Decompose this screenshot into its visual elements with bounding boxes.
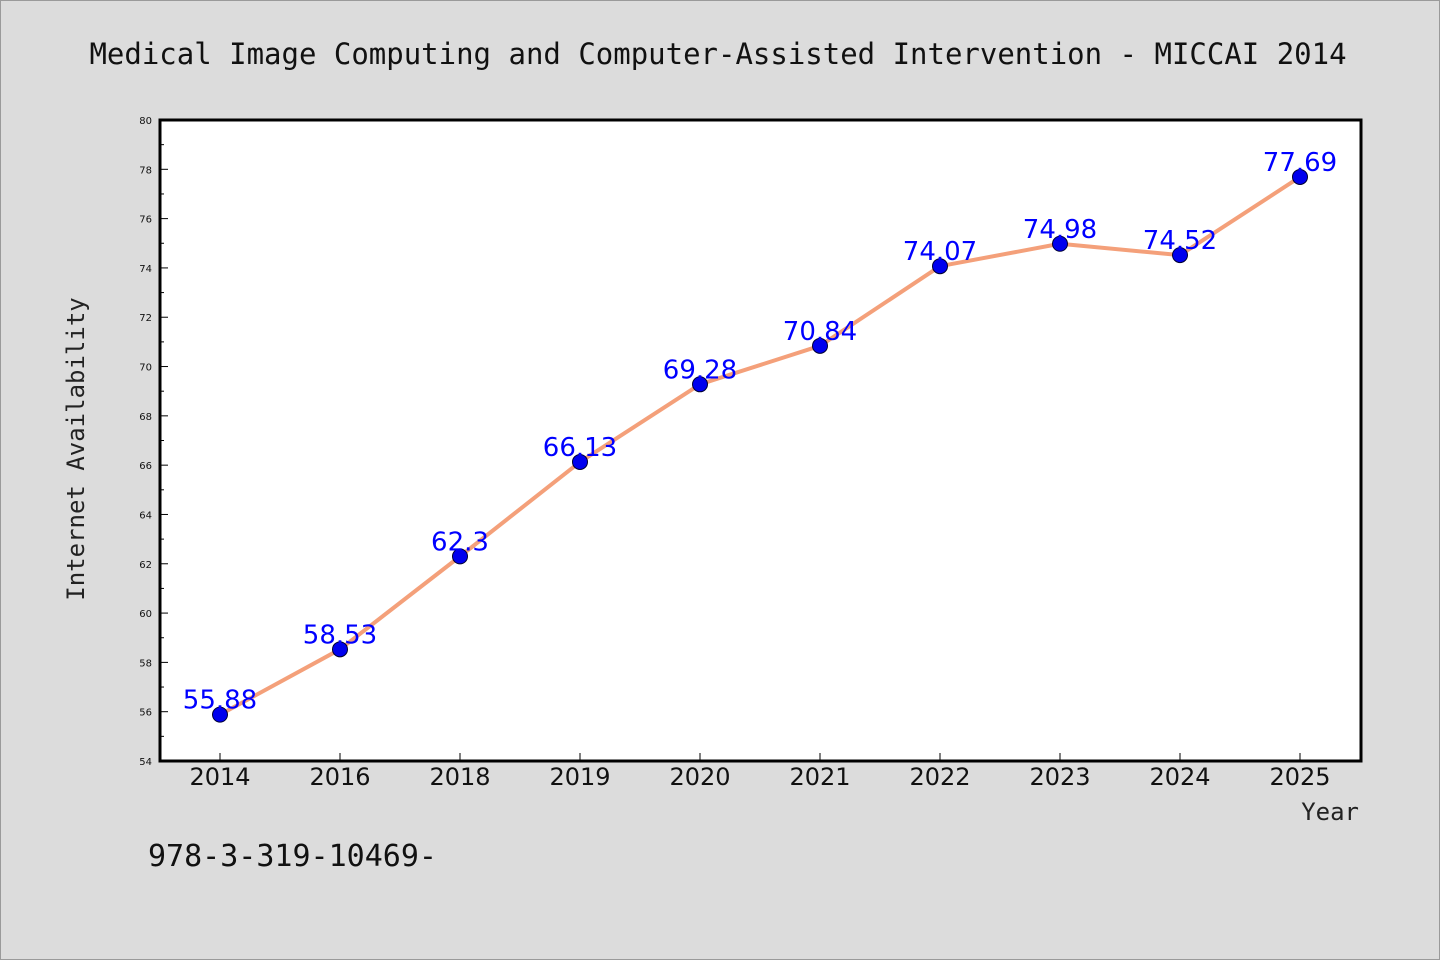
y-tick-label: 58: [139, 658, 152, 669]
data-label: 77.69: [1263, 148, 1337, 178]
data-point: [1292, 168, 1308, 185]
y-tick-label: 78: [139, 165, 152, 176]
data-label: 70.84: [783, 317, 857, 347]
x-tick-label: 2024: [1149, 763, 1210, 791]
x-tick-label: 2021: [789, 763, 850, 791]
y-tick-label: 70: [139, 363, 152, 374]
y-tick-label: 74: [139, 264, 152, 275]
y-axis-title: Internet Availability: [62, 297, 90, 600]
footer-isbn: 978-3-319-10469-: [148, 839, 437, 874]
x-axis: 2014 2016 2018 2019 2020 2021 2022 2023 2024 2025: [189, 753, 1331, 791]
data-point: [812, 337, 828, 354]
data-point: [572, 453, 588, 470]
data-point: [1172, 247, 1188, 264]
data-label: 69.28: [663, 355, 737, 385]
data-label: 62.3: [431, 527, 489, 557]
data-label: 58.53: [303, 620, 377, 650]
plot-area: [158, 118, 1363, 763]
x-tick-label: 2020: [669, 763, 730, 791]
data-point: [932, 258, 948, 275]
x-tick-label: 2016: [309, 763, 370, 791]
data-point: [1052, 235, 1068, 252]
x-tick-label: 2018: [429, 763, 490, 791]
data-point: [692, 376, 708, 393]
data-point: [452, 548, 468, 565]
y-tick-label: 68: [139, 412, 152, 423]
data-series: 55.88 58.53 62.3 66.13 69.28 70.84 74.07 74.98 7…: [183, 148, 1337, 723]
data-label: 55.88: [183, 686, 257, 716]
x-tick-label: 2014: [189, 763, 250, 791]
series-line: [219, 175, 1302, 717]
y-tick-label: 66: [139, 461, 152, 472]
y-tick-label: 56: [139, 708, 152, 719]
x-tick-label: 2023: [1029, 763, 1090, 791]
y-tick-label: 72: [139, 313, 152, 324]
y-axis: 54 56 58 60 62 64 66 68 70 72 74 76 78 80: [139, 116, 168, 768]
x-axis-title: Year: [1301, 798, 1359, 826]
y-tick-label: 80: [139, 116, 152, 127]
data-label: 74.07: [903, 237, 977, 267]
y-tick-label: 64: [139, 510, 152, 521]
y-tick-label: 76: [139, 215, 152, 226]
data-label: 74.98: [1023, 215, 1097, 245]
x-tick-label: 2022: [909, 763, 970, 791]
y-tick-label: 60: [139, 609, 152, 620]
data-point: [332, 641, 348, 658]
x-tick-label: 2019: [549, 763, 610, 791]
y-tick-label: 62: [139, 560, 152, 571]
x-tick-label: 2025: [1269, 763, 1330, 791]
data-point: [212, 706, 228, 723]
y-tick-label: 54: [139, 757, 152, 768]
data-label: 74.52: [1143, 226, 1217, 256]
chart-title: Medical Image Computing and Computer-Ass…: [89, 37, 1346, 71]
data-label: 66.13: [543, 433, 617, 463]
